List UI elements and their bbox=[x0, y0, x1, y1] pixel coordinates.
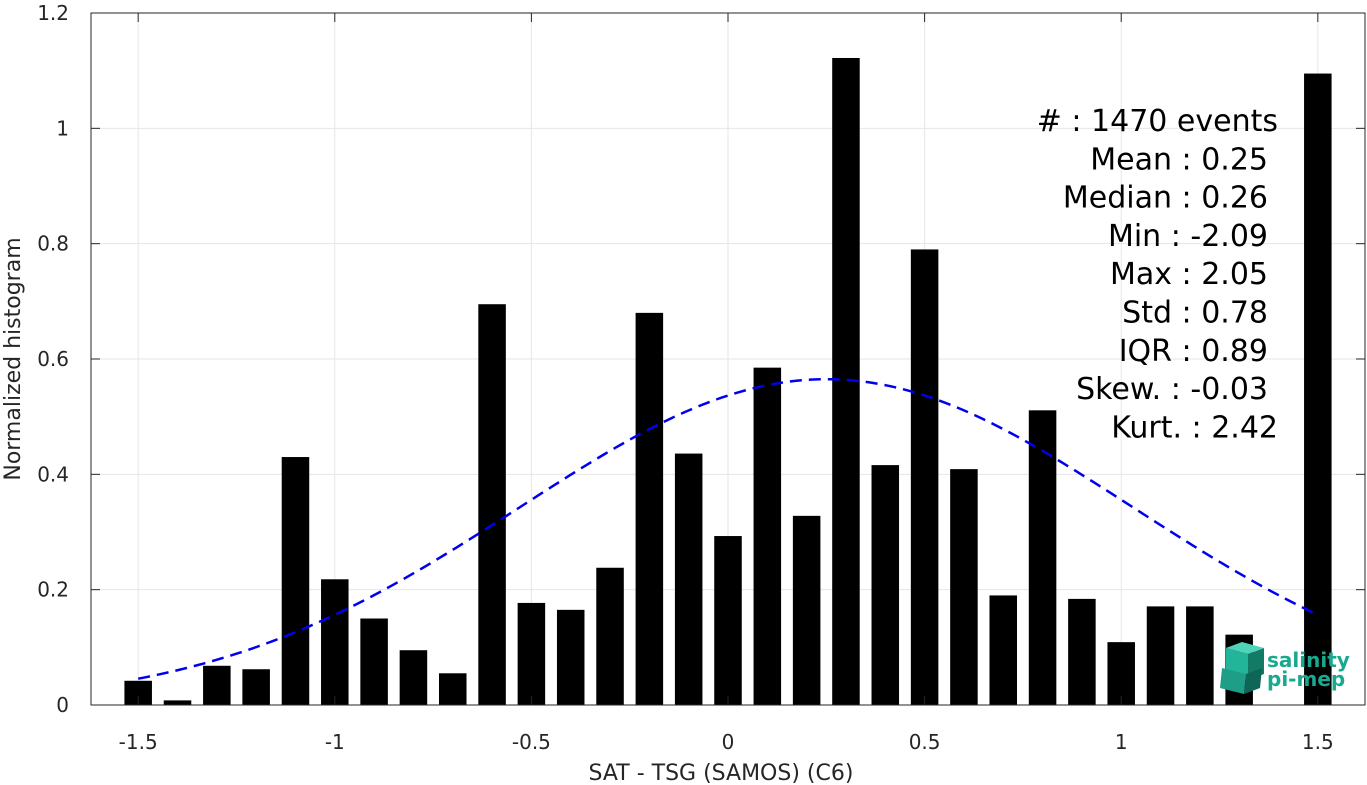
salinity-pi-mep-logo: salinity pi-mep bbox=[1220, 642, 1350, 694]
stat-line: Median : 0.26 bbox=[1063, 181, 1268, 216]
bars-group bbox=[124, 57, 1332, 706]
y-tick-label: 0.2 bbox=[37, 578, 69, 602]
tick-marks bbox=[91, 12, 1365, 706]
x-tick-label: -1.5 bbox=[119, 730, 158, 754]
histogram-bar bbox=[989, 595, 1018, 705]
stat-line: Skew. : -0.03 bbox=[1076, 372, 1268, 407]
histogram-bar bbox=[1146, 606, 1175, 705]
histogram-bar bbox=[399, 650, 428, 705]
logo-text-line1: salinity bbox=[1267, 648, 1350, 672]
histogram-bar bbox=[714, 536, 742, 705]
stat-line: Min : -2.09 bbox=[1108, 219, 1268, 254]
histogram-bar bbox=[871, 465, 900, 705]
histogram-bar bbox=[360, 618, 388, 705]
stat-line: # : 1470 events bbox=[1037, 104, 1278, 139]
histogram-bar bbox=[596, 567, 624, 705]
histogram-bar bbox=[281, 457, 310, 705]
logo-text-line2: pi-mep bbox=[1267, 667, 1345, 691]
x-tick-label: -0.5 bbox=[512, 730, 551, 754]
histogram-bar bbox=[950, 469, 978, 705]
histogram-bar bbox=[242, 669, 270, 705]
y-tick-label: 0.4 bbox=[37, 462, 69, 486]
stat-line: Max : 2.05 bbox=[1110, 257, 1268, 292]
histogram-bar bbox=[1304, 73, 1332, 706]
x-tick-label: 0 bbox=[722, 730, 735, 754]
y-tick-label: 1 bbox=[56, 116, 69, 140]
y-tick-label: 0.6 bbox=[37, 347, 69, 371]
x-tick-labels: -1.5 -1 -0.5 0 0.5 1 1.5 bbox=[119, 730, 1334, 754]
y-tick-label: 0 bbox=[56, 693, 69, 717]
histogram-bar bbox=[1186, 606, 1214, 705]
stat-line: Std : 0.78 bbox=[1122, 296, 1268, 331]
histogram-bar bbox=[163, 700, 192, 705]
x-tick-label: 0.5 bbox=[909, 730, 941, 754]
histogram-bar bbox=[438, 673, 467, 705]
y-axis-label: Normalized histogram bbox=[1, 237, 26, 480]
y-tick-labels: 0 0.2 0.4 0.6 0.8 1 1.2 bbox=[37, 1, 69, 717]
x-tick-label: 1 bbox=[1115, 730, 1128, 754]
logo-cube-icon bbox=[1220, 642, 1264, 694]
stat-line: Kurt. : 2.42 bbox=[1111, 410, 1278, 445]
stat-line: Mean : 0.25 bbox=[1090, 142, 1268, 177]
histogram-bar bbox=[478, 304, 506, 705]
x-axis-label: SAT - TSG (SAMOS) (C6) bbox=[589, 761, 854, 785]
histogram-bar bbox=[1107, 642, 1135, 705]
histogram-bar bbox=[1068, 598, 1096, 705]
histogram-bar bbox=[753, 367, 782, 705]
x-tick-label: -1 bbox=[325, 730, 345, 754]
y-tick-label: 1.2 bbox=[37, 1, 69, 25]
histogram-bar bbox=[910, 249, 939, 705]
histogram-bar bbox=[556, 609, 585, 705]
histogram-bar bbox=[321, 579, 349, 705]
stat-line: IQR : 0.89 bbox=[1119, 334, 1268, 369]
y-tick-label: 0.8 bbox=[37, 232, 69, 256]
histogram-bar bbox=[792, 515, 821, 705]
histogram-bar bbox=[517, 602, 546, 705]
x-tick-label: 1.5 bbox=[1302, 730, 1334, 754]
histogram-bar bbox=[674, 453, 703, 705]
histogram-bar bbox=[203, 665, 231, 705]
histogram-bar bbox=[635, 312, 664, 705]
histogram-bar bbox=[1028, 410, 1057, 705]
